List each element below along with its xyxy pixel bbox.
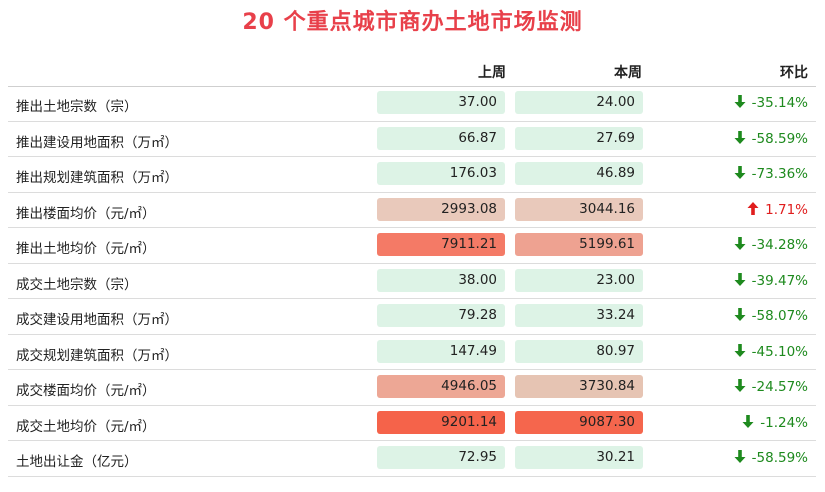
change-value: -1.24%	[742, 414, 808, 431]
change-text: -45.10%	[751, 343, 808, 360]
prev-week-value: 7911.21	[377, 233, 505, 256]
change-text: -35.14%	[751, 95, 808, 111]
prev-week-value: 4946.05	[377, 375, 505, 398]
this-week-value: 46.89	[515, 162, 643, 185]
arrow-down-icon	[734, 450, 746, 463]
change-text: -34.28%	[751, 237, 808, 253]
arrow-down-icon	[734, 95, 746, 108]
change-value: -58.59%	[734, 450, 808, 466]
table-row: 成交土地均价（元/㎡） 9201.14 9087.30 -1.24%	[8, 406, 816, 441]
change-value: -45.10%	[734, 343, 808, 360]
table-row: 土地出让金（亿元） 72.95 30.21 -58.59%	[8, 441, 816, 477]
this-week-value: 5199.61	[515, 233, 643, 256]
prev-week-value: 79.28	[377, 304, 505, 327]
table-row: 成交楼面均价（元/㎡） 4946.05 3730.84 -24.57%	[8, 370, 816, 406]
this-week-value: 80.97	[515, 339, 643, 363]
this-week-value: 24.00	[515, 91, 643, 114]
arrow-down-icon	[734, 166, 746, 179]
change-value: -35.14%	[734, 95, 808, 111]
prev-week-value: 147.49	[377, 339, 505, 363]
header-this-week: 本周	[614, 65, 642, 81]
table-row: 推出规划建筑面积（万㎡） 176.03 46.89 -73.36%	[8, 157, 816, 193]
this-week-value: 3044.16	[515, 197, 643, 221]
row-label: 推出土地均价（元/㎡）	[16, 241, 156, 257]
change-value: -58.59%	[734, 130, 808, 147]
change-text: -1.24%	[760, 414, 808, 431]
change-text: -39.47%	[751, 272, 808, 289]
change-value: -34.28%	[734, 237, 808, 253]
row-label: 成交规划建筑面积（万㎡）	[16, 347, 178, 364]
prev-week-value: 37.00	[377, 91, 505, 114]
change-value: -39.47%	[734, 272, 808, 289]
prev-week-value: 66.87	[377, 126, 505, 150]
arrow-down-icon	[734, 308, 746, 321]
this-week-value: 9087.30	[515, 410, 643, 434]
table-row: 推出土地均价（元/㎡） 7911.21 5199.61 -34.28%	[8, 228, 816, 264]
arrow-down-icon	[734, 130, 746, 144]
header-prev-week: 上周	[478, 65, 506, 81]
table-row: 推出楼面均价（元/㎡） 2993.08 3044.16 1.71%	[8, 193, 816, 228]
row-label: 成交楼面均价（元/㎡）	[16, 383, 156, 399]
arrow-down-icon	[734, 379, 746, 392]
this-week-value: 33.24	[515, 304, 643, 327]
arrow-down-icon	[734, 272, 746, 286]
arrow-down-icon	[742, 414, 754, 428]
change-value: 1.71%	[747, 201, 808, 218]
change-text: -24.57%	[751, 379, 808, 395]
change-text: -58.59%	[751, 130, 808, 147]
this-week-value: 23.00	[515, 268, 643, 292]
this-week-value: 30.21	[515, 446, 643, 469]
this-week-value: 27.69	[515, 126, 643, 150]
header-change: 环比	[780, 65, 808, 81]
change-value: -24.57%	[734, 379, 808, 395]
arrow-up-icon	[747, 201, 759, 215]
row-label: 成交建设用地面积（万㎡）	[16, 312, 178, 328]
change-text: -58.59%	[751, 450, 808, 466]
row-label: 成交土地宗数（宗）	[16, 276, 138, 293]
table-row: 推出建设用地面积（万㎡） 66.87 27.69 -58.59%	[8, 122, 816, 157]
table-header: 上周 本周 环比	[8, 58, 816, 87]
arrow-down-icon	[734, 343, 746, 357]
arrow-down-icon	[734, 237, 746, 250]
prev-week-value: 176.03	[377, 162, 505, 185]
table-row: 成交建设用地面积（万㎡） 79.28 33.24 -58.07%	[8, 299, 816, 335]
prev-week-value: 9201.14	[377, 410, 505, 434]
row-label: 土地出让金（亿元）	[16, 454, 138, 470]
prev-week-value: 72.95	[377, 446, 505, 469]
change-text: 1.71%	[765, 201, 808, 218]
table-row: 成交规划建筑面积（万㎡） 147.49 80.97 -45.10%	[8, 335, 816, 370]
page-title: 20 个重点城市商办土地市场监测	[242, 10, 583, 35]
prev-week-value: 38.00	[377, 268, 505, 292]
row-label: 推出规划建筑面积（万㎡）	[16, 170, 178, 186]
row-label: 推出楼面均价（元/㎡）	[16, 205, 156, 222]
table-row: 推出土地宗数（宗） 37.00 24.00 -35.14%	[8, 86, 816, 122]
table-row: 成交土地宗数（宗） 38.00 23.00 -39.47%	[8, 264, 816, 299]
data-table: 推出土地宗数（宗） 37.00 24.00 -35.14% 推出建设用地面积（万…	[8, 86, 816, 477]
this-week-value: 3730.84	[515, 375, 643, 398]
row-label: 推出土地宗数（宗）	[16, 99, 138, 115]
change-text: -73.36%	[751, 166, 808, 182]
change-value: -58.07%	[734, 308, 808, 324]
row-label: 推出建设用地面积（万㎡）	[16, 134, 178, 151]
row-label: 成交土地均价（元/㎡）	[16, 418, 156, 435]
change-text: -58.07%	[751, 308, 808, 324]
prev-week-value: 2993.08	[377, 197, 505, 221]
change-value: -73.36%	[734, 166, 808, 182]
